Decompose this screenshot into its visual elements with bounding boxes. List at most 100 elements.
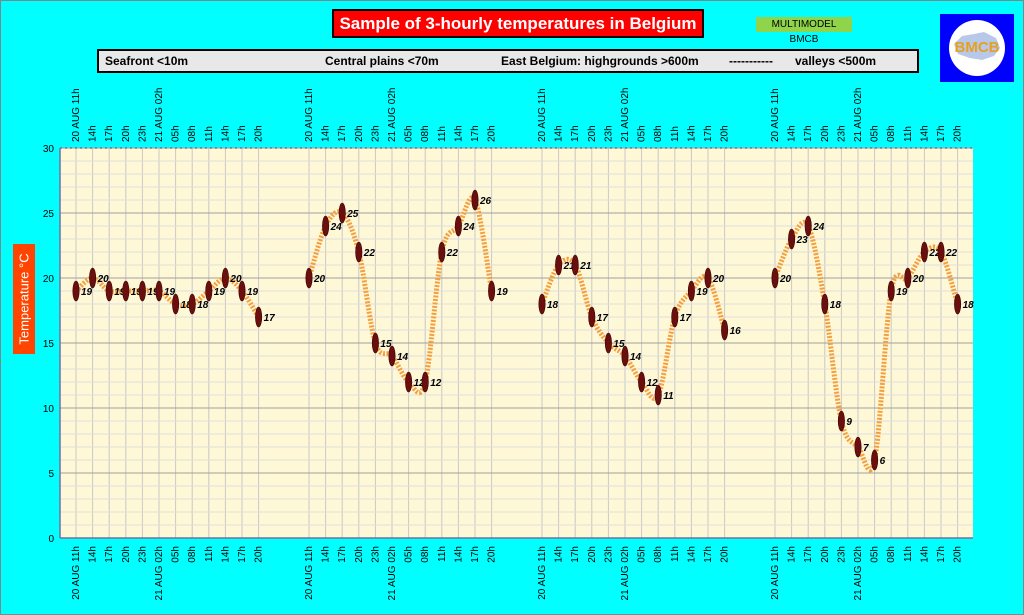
x-tick-label-bottom: 20h xyxy=(121,546,132,563)
x-tick-label-bottom: 20h xyxy=(354,546,365,563)
x-tick-label-top: 17h xyxy=(337,125,348,142)
data-label: 6 xyxy=(880,456,886,467)
x-tick-label-bottom: 14h xyxy=(220,546,231,563)
x-tick-label-top: 05h xyxy=(404,125,415,142)
data-point-marker xyxy=(155,280,163,302)
data-label: 18 xyxy=(830,300,842,311)
x-tick-label-top: 21 AUG 02h xyxy=(620,88,631,142)
x-tick-label-bottom: 21 AUG 02h xyxy=(154,546,165,600)
data-point-marker xyxy=(638,371,646,393)
x-tick-label-bottom: 20 AUG 11h xyxy=(304,546,315,600)
x-tick-label-bottom: 08h xyxy=(886,546,897,563)
x-tick-label-bottom: 23h xyxy=(603,546,614,563)
data-label: 19 xyxy=(247,287,259,298)
data-label: 12 xyxy=(414,378,426,389)
data-label: 18 xyxy=(181,300,193,311)
data-label: 24 xyxy=(462,222,475,233)
data-label: 20 xyxy=(779,274,792,285)
y-tick-label: 15 xyxy=(43,339,55,350)
data-point-marker xyxy=(388,345,396,367)
x-tick-label-top: 20 AUG 11h xyxy=(537,88,548,142)
data-point-marker xyxy=(122,280,130,302)
data-point-marker xyxy=(621,345,629,367)
x-tick-label-top: 20h xyxy=(587,125,598,142)
legend-central-plains: Central plains <70m xyxy=(325,54,439,68)
data-point-marker xyxy=(105,280,113,302)
data-label: 21 xyxy=(563,261,576,272)
data-label: 16 xyxy=(730,326,742,337)
legend-valleys: valleys <500m xyxy=(795,54,877,68)
x-tick-label-bottom: 17h xyxy=(337,546,348,563)
x-tick-label-bottom: 20 AUG 11h xyxy=(71,546,82,600)
data-point-marker xyxy=(421,371,429,393)
x-tick-label-bottom: 17h xyxy=(237,546,248,563)
data-label: 20 xyxy=(712,274,725,285)
data-label: 22 xyxy=(945,248,958,259)
x-tick-label-top: 17h xyxy=(936,125,947,142)
x-tick-label-bottom: 11h xyxy=(437,546,448,562)
x-tick-label-top: 08h xyxy=(420,125,431,142)
data-label: 17 xyxy=(597,313,609,324)
x-tick-label-bottom: 23h xyxy=(137,546,148,563)
y-tick-label: 25 xyxy=(43,209,55,220)
x-tick-label-top: 11h xyxy=(670,126,681,142)
data-point-marker xyxy=(188,293,196,315)
data-point-marker xyxy=(588,306,596,328)
x-tick-label-bottom: 17h xyxy=(104,546,115,563)
data-label: 18 xyxy=(547,300,559,311)
x-tick-label-top: 17h xyxy=(470,125,481,142)
x-tick-label-top: 17h xyxy=(570,125,581,142)
y-axis-ticks: 0 5 10 15 20 25 30 xyxy=(43,144,55,545)
x-tick-label-top: 08h xyxy=(653,125,664,142)
x-tick-label-top: 14h xyxy=(220,125,231,142)
data-point-marker xyxy=(904,267,912,289)
x-tick-label-bottom: 14h xyxy=(919,546,930,563)
data-point-marker xyxy=(355,241,363,263)
x-tick-label-top: 14h xyxy=(321,125,332,142)
data-label: 22 xyxy=(928,248,941,259)
x-tick-label-top: 14h xyxy=(686,125,697,142)
legend-east-belgium: East Belgium: highgrounds >600m xyxy=(501,54,699,68)
x-tick-label-top: 11h xyxy=(437,126,448,142)
data-label: 15 xyxy=(380,339,392,350)
x-tick-label-bottom: 14h xyxy=(787,546,798,563)
x-tick-label-bottom: 05h xyxy=(171,546,182,563)
data-label: 18 xyxy=(197,300,209,311)
data-label: 19 xyxy=(696,287,708,298)
data-label: 25 xyxy=(346,209,359,220)
data-point-marker xyxy=(604,332,612,354)
data-point-marker xyxy=(837,410,845,432)
x-tick-label-bottom: 20h xyxy=(953,546,964,563)
data-label: 20 xyxy=(229,274,242,285)
x-tick-label-bottom: 20h xyxy=(820,546,831,563)
data-label: 19 xyxy=(131,287,143,298)
series-legend: Seafront <10m Central plains <70m East B… xyxy=(97,49,919,73)
data-label: 14 xyxy=(630,352,642,363)
x-tick-label-top: 20h xyxy=(953,125,964,142)
data-point-marker xyxy=(322,215,330,237)
x-tick-label-bottom: 20 AUG 11h xyxy=(770,546,781,600)
x-tick-label-top: 14h xyxy=(453,125,464,142)
x-tick-label-bottom: 14h xyxy=(453,546,464,563)
data-label: 17 xyxy=(264,313,276,324)
x-tick-label-bottom: 05h xyxy=(404,546,415,563)
data-point-marker xyxy=(205,280,213,302)
data-label: 20 xyxy=(97,274,110,285)
belgium-map-icon xyxy=(954,32,1000,60)
data-point-marker xyxy=(238,280,246,302)
x-tick-label-top: 14h xyxy=(554,125,565,142)
x-tick-label-bottom: 23h xyxy=(836,546,847,563)
legend-seafront: Seafront <10m xyxy=(105,54,189,68)
data-label: 12 xyxy=(647,378,659,389)
x-tick-label-top: 21 AUG 02h xyxy=(387,88,398,142)
x-tick-label-bottom: 08h xyxy=(187,546,198,563)
axes xyxy=(59,147,973,539)
x-tick-label-top: 17h xyxy=(237,125,248,142)
x-tick-label-bottom: 11h xyxy=(903,546,914,562)
data-point-marker xyxy=(72,280,80,302)
x-tick-label-bottom: 21 AUG 02h xyxy=(620,546,631,600)
x-tick-label-bottom: 20h xyxy=(587,546,598,563)
